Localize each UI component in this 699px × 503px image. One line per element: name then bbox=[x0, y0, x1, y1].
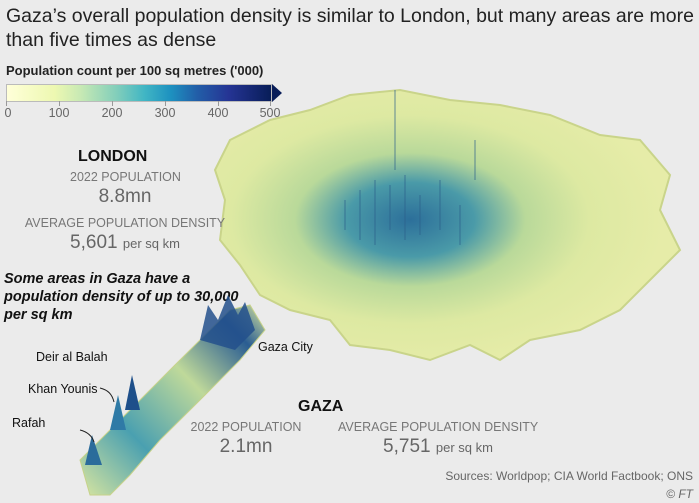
gaza-density-unit: per sq km bbox=[435, 440, 493, 455]
legend-tick bbox=[165, 101, 166, 106]
legend-color-bar bbox=[6, 84, 272, 102]
label-deir-al-balah: Deir al Balah bbox=[36, 350, 108, 364]
legend-tick-label: 300 bbox=[154, 106, 176, 120]
sources-note: Sources: Worldpop; CIA World Factbook; O… bbox=[445, 469, 693, 483]
gaza-population-value: 2.1mn bbox=[219, 436, 273, 457]
rafah-peak bbox=[85, 435, 102, 465]
label-gaza-city: Gaza City bbox=[258, 340, 313, 354]
london-density-number: 5,601 bbox=[70, 232, 118, 253]
london-density-value: 5,601 per sq km bbox=[10, 232, 240, 255]
london-population-label: 2022 POPULATION bbox=[70, 170, 181, 184]
gaza-city-peak bbox=[200, 295, 255, 350]
london-heading: LONDON bbox=[78, 148, 148, 165]
london-density-map bbox=[213, 88, 682, 362]
gaza-density-map bbox=[79, 295, 266, 496]
gaza-density-label: AVERAGE POPULATION DENSITY bbox=[338, 420, 539, 434]
legend-overflow-arrow-icon bbox=[272, 84, 282, 102]
chart-title: Gaza’s overall population density is sim… bbox=[6, 5, 694, 51]
legend-tick-label: 0 bbox=[4, 106, 12, 120]
legend-tick bbox=[218, 101, 219, 106]
label-khan-younis: Khan Younis bbox=[28, 382, 98, 396]
gaza-heading: GAZA bbox=[298, 398, 344, 415]
legend-tick-label: 500 bbox=[259, 106, 281, 120]
legend-tick-label: 100 bbox=[48, 106, 70, 120]
legend-tick bbox=[59, 101, 60, 106]
legend-title: Population count per 100 sq metres ('000… bbox=[6, 63, 264, 78]
london-density-label: AVERAGE POPULATION DENSITY bbox=[24, 216, 226, 230]
gaza-annotation: Some areas in Gaza have a population den… bbox=[4, 271, 239, 323]
london-density-unit: per sq km bbox=[122, 236, 180, 251]
gaza-population-label: 2022 POPULATION bbox=[190, 420, 302, 434]
khan-younis-peak bbox=[110, 395, 126, 430]
legend-tick bbox=[112, 101, 113, 106]
legend-tick-label: 400 bbox=[207, 106, 229, 120]
legend-tick-label: 200 bbox=[101, 106, 123, 120]
legend-tick bbox=[6, 101, 7, 106]
london-population-value: 8.8mn bbox=[98, 186, 152, 207]
gaza-density-value: 5,751 per sq km bbox=[338, 436, 538, 459]
gaza-density-number: 5,751 bbox=[383, 436, 431, 457]
deir-al-balah-peak bbox=[125, 375, 140, 410]
legend-tick bbox=[270, 101, 271, 106]
copyright: © FT bbox=[666, 487, 693, 501]
label-rafah: Rafah bbox=[12, 416, 46, 430]
